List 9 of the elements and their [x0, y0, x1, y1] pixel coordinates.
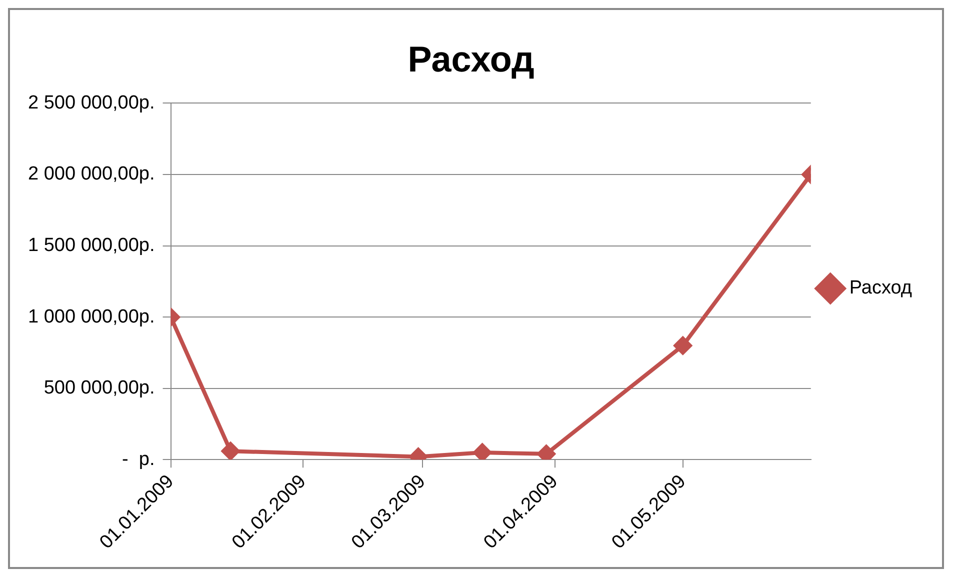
point: [473, 444, 492, 460]
y-tick-label: - р.: [122, 448, 155, 470]
y-tick-label: 500 000,00р.: [44, 378, 155, 399]
chart-title: Расход: [408, 38, 534, 80]
y-tick-label: 2 500 000,00р.: [28, 92, 155, 114]
legend-label: Расход: [849, 278, 912, 299]
y-tick-label: 2 000 000,00р.: [28, 164, 155, 185]
y-tick-label: 1 000 000,00р.: [28, 306, 155, 328]
y-tick-label: 1 500 000,00р.: [28, 235, 155, 256]
